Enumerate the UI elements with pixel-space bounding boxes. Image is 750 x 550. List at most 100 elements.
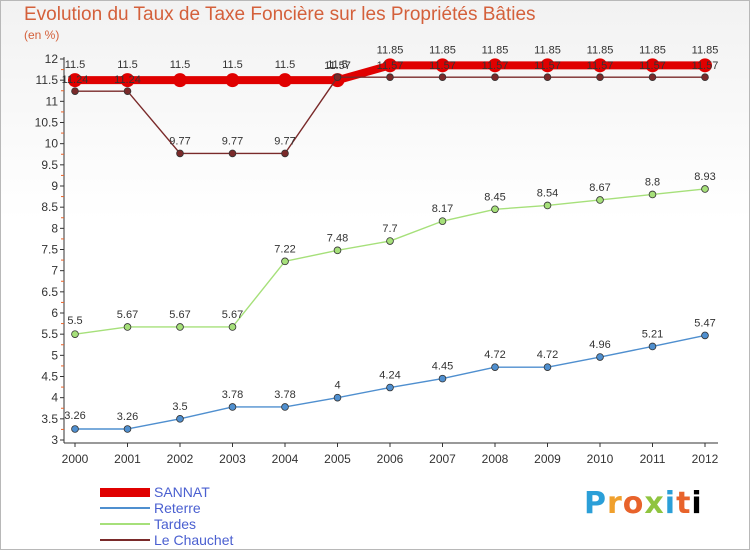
point-sannat (225, 73, 240, 88)
point-le-chauchet (491, 73, 499, 82)
point-tardes (543, 201, 552, 210)
data-label-reterre: 4 (334, 380, 340, 392)
point-tardes (491, 205, 499, 214)
y-tick-label: 3 (51, 433, 58, 447)
data-label-sannat: 11.85 (587, 44, 614, 56)
data-label-sannat: 11.5 (327, 59, 348, 71)
point-le-chauchet (333, 73, 342, 82)
point-sannat (698, 58, 712, 73)
point-reterre (71, 425, 79, 433)
logo-letter: i (664, 486, 677, 521)
point-sannat (645, 58, 660, 73)
logo-letter: r (607, 486, 623, 521)
y-tick-label: 5 (51, 348, 58, 362)
data-label-le-chauchet: 11.57 (534, 60, 561, 72)
data-label-reterre: 3.78 (222, 389, 243, 401)
data-label-sannat: 11.85 (534, 44, 561, 56)
data-label-reterre: 3.26 (64, 410, 85, 422)
y-tick-label: 7.5 (41, 243, 58, 257)
data-label-le-chauchet: 9.77 (222, 135, 243, 147)
point-le-chauchet (281, 149, 289, 158)
data-label-tardes: 8.8 (645, 176, 660, 188)
y-tick-label: 9.5 (41, 158, 58, 172)
data-label-tardes: 7.7 (382, 223, 397, 235)
data-label-sannat: 11.85 (639, 44, 666, 56)
point-reterre (176, 415, 184, 423)
logo-letter: o (622, 486, 645, 521)
x-tick-label: 2007 (429, 452, 456, 466)
point-sannat (435, 58, 450, 73)
y-tick-label: 5.5 (41, 327, 58, 341)
x-tick-label: 2009 (534, 452, 561, 466)
point-reterre (701, 331, 709, 340)
legend-item-sannat: SANNAT (100, 484, 233, 500)
y-tick-label: 10.5 (35, 116, 59, 130)
data-label-tardes: 8.54 (537, 187, 558, 199)
logo-letter: x (644, 486, 665, 521)
point-sannat (488, 58, 502, 73)
point-le-chauchet (648, 73, 657, 82)
point-reterre (491, 363, 499, 371)
chart-subtitle: (en %) (24, 28, 60, 42)
point-sannat (593, 58, 607, 73)
y-tick-label: 11.5 (36, 73, 59, 87)
point-tardes (71, 330, 79, 338)
data-label-sannat: 11.85 (377, 44, 404, 56)
legend-item-le-chauchet: Le Chauchet (100, 532, 233, 548)
point-tardes (648, 190, 657, 199)
data-label-tardes: 5.67 (222, 309, 243, 321)
data-label-tardes: 7.48 (327, 232, 348, 244)
data-label-tardes: 7.22 (274, 243, 295, 255)
data-label-sannat: 11.5 (170, 59, 191, 71)
legend-swatch-tardes (100, 523, 150, 525)
point-le-chauchet (228, 149, 237, 158)
x-tick-label: 2010 (587, 452, 614, 466)
legend-swatch-le-chauchet (100, 539, 150, 541)
x-tick-label: 2012 (692, 452, 719, 466)
data-label-le-chauchet: 9.77 (169, 135, 190, 147)
x-tick-label: 2003 (219, 452, 246, 466)
point-reterre (281, 403, 289, 411)
data-label-reterre: 4.72 (537, 349, 558, 361)
point-sannat (173, 73, 187, 88)
x-tick-label: 2005 (324, 452, 351, 466)
point-tardes (176, 323, 184, 331)
logo-letter: i (691, 486, 703, 521)
y-tick-label: 6.5 (41, 285, 58, 299)
data-label-reterre: 3.5 (172, 401, 187, 413)
point-tardes (386, 237, 394, 245)
data-label-reterre: 4.96 (589, 339, 610, 351)
y-tick-label: 4 (51, 391, 58, 405)
data-label-sannat: 11.5 (117, 59, 138, 71)
y-tick-label: 8.5 (41, 200, 58, 214)
legend-swatch-reterre (100, 507, 150, 509)
legend-item-tardes: Tardes (100, 516, 233, 532)
point-reterre (228, 403, 237, 411)
point-reterre (386, 383, 394, 392)
point-tardes (438, 217, 447, 225)
point-reterre (648, 342, 657, 351)
data-label-le-chauchet: 11.57 (377, 60, 404, 72)
x-tick-label: 2000 (62, 452, 89, 466)
point-sannat (120, 73, 135, 88)
y-tick-label: 7 (51, 264, 58, 278)
proxiti-logo: Proxiti (584, 486, 703, 521)
data-label-tardes: 8.93 (694, 171, 715, 183)
point-sannat (540, 58, 555, 73)
data-label-sannat: 11.85 (429, 44, 456, 56)
legend-item-reterre: Reterre (100, 500, 233, 516)
point-reterre (123, 425, 132, 433)
data-label-le-chauchet: 11.57 (429, 60, 456, 72)
y-tick-label: 11 (46, 94, 59, 108)
point-le-chauchet (701, 73, 709, 82)
point-tardes (228, 323, 237, 331)
data-label-tardes: 5.67 (117, 309, 138, 321)
point-le-chauchet (438, 73, 447, 82)
point-le-chauchet (386, 73, 394, 82)
x-tick-label: 2008 (482, 452, 509, 466)
point-le-chauchet (543, 73, 552, 82)
point-tardes (596, 196, 604, 204)
chart-legend: SANNAT Reterre Tardes Le Chauchet (100, 484, 233, 548)
point-le-chauchet (71, 87, 79, 95)
